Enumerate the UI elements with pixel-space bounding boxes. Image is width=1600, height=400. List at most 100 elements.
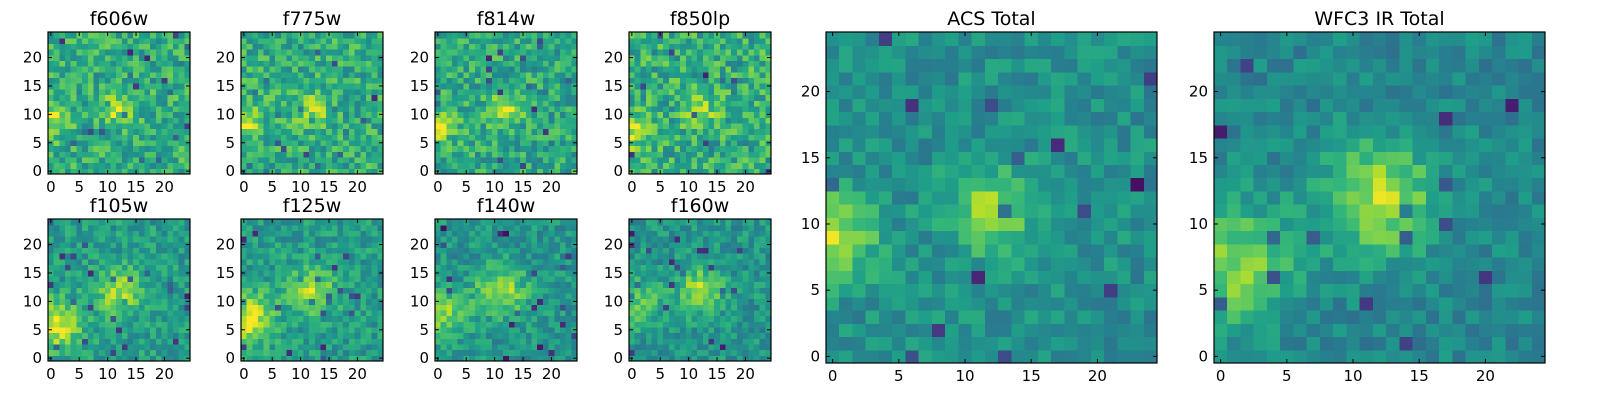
heatmap-cell bbox=[337, 236, 344, 243]
heatmap-cell bbox=[377, 219, 384, 226]
heatmap-cell bbox=[736, 338, 744, 345]
heatmap-cell bbox=[371, 139, 378, 147]
heatmap-cell bbox=[674, 49, 681, 56]
heatmap-cell bbox=[708, 338, 715, 345]
heatmap-cell bbox=[133, 304, 140, 311]
heatmap-cell bbox=[314, 236, 322, 243]
heatmap-cell bbox=[53, 117, 60, 124]
heatmap-cell bbox=[354, 66, 361, 73]
heatmap-cell bbox=[520, 258, 527, 266]
heatmap-cell bbox=[697, 275, 704, 283]
heatmap-cell bbox=[87, 304, 95, 311]
heatmap-cell bbox=[252, 128, 259, 135]
y-tick-label: 10 bbox=[604, 105, 623, 123]
heatmap-cell bbox=[309, 321, 316, 328]
heatmap-cell bbox=[331, 156, 339, 164]
heatmap-cell bbox=[104, 156, 112, 164]
heatmap-cell bbox=[252, 145, 259, 152]
heatmap-cell bbox=[138, 43, 146, 50]
heatmap-cell bbox=[748, 145, 755, 152]
heatmap-cell bbox=[59, 122, 66, 130]
heatmap-cell bbox=[354, 77, 361, 84]
heatmap-cell bbox=[446, 292, 453, 300]
x-tick-label: 10 bbox=[679, 178, 698, 196]
heatmap-cell bbox=[320, 54, 327, 61]
heatmap-cell bbox=[178, 349, 185, 356]
heatmap-cell bbox=[241, 94, 248, 101]
heatmap-cell bbox=[702, 111, 710, 118]
heatmap-cell bbox=[286, 258, 293, 266]
heatmap-cell bbox=[452, 71, 459, 79]
heatmap-cell bbox=[371, 338, 378, 345]
heatmap-cell bbox=[161, 309, 168, 317]
heatmap-cell bbox=[59, 151, 66, 158]
heatmap-cell bbox=[348, 230, 356, 237]
heatmap-cell bbox=[110, 304, 117, 311]
heatmap-cell bbox=[497, 32, 504, 39]
heatmap-cell bbox=[537, 264, 544, 271]
heatmap-cell bbox=[246, 139, 253, 147]
heatmap-cell bbox=[571, 309, 578, 317]
heatmap-cell bbox=[263, 134, 270, 141]
heatmap-cell bbox=[70, 349, 77, 356]
heatmap-cell bbox=[559, 258, 567, 266]
heatmap-cell bbox=[371, 292, 378, 300]
heatmap-cell bbox=[354, 43, 361, 50]
heatmap-cell bbox=[99, 128, 106, 135]
heatmap-cell bbox=[646, 343, 653, 351]
heatmap-cell bbox=[87, 253, 95, 260]
heatmap-cell bbox=[742, 71, 749, 79]
heatmap-cell bbox=[127, 270, 134, 277]
heatmap-cell bbox=[303, 230, 310, 237]
heatmap-cell bbox=[309, 88, 316, 96]
heatmap-cell bbox=[685, 117, 693, 124]
heatmap-cell bbox=[161, 253, 168, 260]
heatmap-cell bbox=[708, 54, 715, 61]
heatmap-cell bbox=[82, 156, 89, 164]
heatmap-cell bbox=[241, 315, 248, 322]
heatmap-cell bbox=[280, 49, 288, 56]
heatmap-cell bbox=[440, 343, 447, 351]
heatmap-cell bbox=[167, 315, 174, 322]
heatmap-cell bbox=[503, 60, 510, 67]
heatmap-cell bbox=[474, 275, 482, 283]
heatmap-cell bbox=[365, 292, 373, 300]
heatmap-cell bbox=[167, 264, 174, 271]
heatmap-cell bbox=[65, 309, 72, 317]
heatmap-cell bbox=[343, 343, 350, 351]
heatmap-cell bbox=[93, 37, 100, 44]
panel-title: f140w bbox=[477, 195, 536, 217]
heatmap-cell bbox=[520, 54, 527, 61]
heatmap-cell bbox=[65, 287, 72, 294]
heatmap-cell bbox=[714, 49, 721, 56]
heatmap-cell bbox=[714, 156, 721, 164]
heatmap-cell bbox=[99, 151, 106, 158]
heatmap-cell bbox=[503, 292, 510, 300]
heatmap-cell bbox=[241, 309, 248, 317]
heatmap-cell bbox=[486, 315, 493, 322]
heatmap-cell bbox=[93, 128, 100, 135]
heatmap-cell bbox=[742, 60, 749, 67]
heatmap-cell bbox=[435, 275, 442, 283]
heatmap-cell bbox=[640, 275, 647, 283]
heatmap-cell bbox=[520, 49, 527, 56]
heatmap-cell bbox=[167, 122, 174, 130]
heatmap-cell bbox=[731, 49, 738, 56]
heatmap-cell bbox=[275, 332, 282, 339]
heatmap-cell bbox=[469, 236, 476, 243]
heatmap-cell bbox=[99, 37, 106, 44]
heatmap-cell bbox=[435, 117, 442, 124]
heatmap-cell bbox=[292, 156, 299, 164]
heatmap-cell bbox=[691, 88, 698, 96]
heatmap-cell bbox=[144, 49, 151, 56]
heatmap-cell bbox=[241, 128, 248, 135]
heatmap-cell bbox=[76, 321, 83, 328]
heatmap-cell bbox=[303, 304, 310, 311]
heatmap-cell bbox=[725, 287, 732, 294]
heatmap-cell bbox=[138, 32, 146, 39]
heatmap-cell bbox=[167, 349, 174, 356]
heatmap-cell bbox=[514, 224, 521, 231]
heatmap-cell bbox=[82, 37, 89, 44]
heatmap-cell bbox=[377, 287, 384, 294]
